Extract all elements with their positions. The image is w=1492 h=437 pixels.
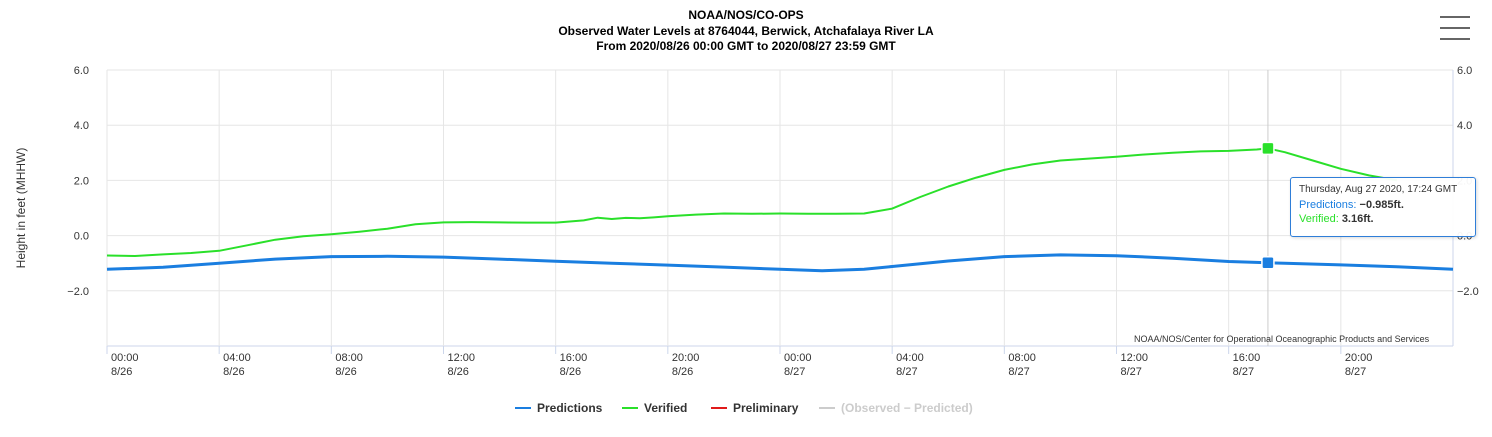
y-tick-label-right: 4.0 [1457,120,1472,132]
tooltip-predictions-row: Predictions: −0.985ft. [1299,198,1467,212]
y-axis-label: Height in feet (MHHW) [14,148,28,269]
hover-markers [1261,141,1275,270]
legend-swatch-difference [819,407,835,409]
x-tick-date: 8/27 [896,366,917,378]
x-tick-date: 8/26 [111,366,132,378]
y-tick-labels-left: 6.0 4.0 2.0 0.0 −2.0 [67,65,89,298]
tooltip-verified-label: Verified: [1299,213,1339,225]
x-tick-time: 04:00 [896,352,924,364]
x-grid [106,70,1454,354]
x-tick-date: 8/27 [1008,366,1029,378]
x-tick-time: 12:00 [448,352,476,364]
y-tick-label: −2.0 [67,286,89,298]
x-tick-time: 08:00 [335,352,363,364]
x-tick-date: 8/26 [335,366,356,378]
chart-legend: Predictions Verified Preliminary (Observ… [0,399,1492,417]
hover-marker-predictions [1261,256,1275,270]
hamburger-menu-icon[interactable] [1440,16,1470,44]
series-line-verified [106,147,1398,257]
x-tick-date: 8/26 [223,366,244,378]
chart-agency: NOAA/NOS/CO-OPS [688,8,804,22]
series-lines [106,147,1454,273]
x-tick-date: 8/27 [1121,366,1142,378]
legend-label-predictions: Predictions [537,401,603,415]
legend-item-difference[interactable]: (Observed − Predicted) [819,399,973,417]
legend-swatch-verified [622,407,638,409]
legend-swatch-predictions [515,407,531,409]
legend-item-verified[interactable]: Verified [622,399,687,417]
tooltip-verified-value: 3.16ft. [1341,213,1374,225]
x-tick-time: 08:00 [1008,352,1036,364]
x-tick-date: 8/27 [1345,366,1366,378]
legend-label-verified: Verified [644,401,688,415]
legend-label-preliminary: Preliminary [733,401,799,415]
legend-label-difference: (Observed − Predicted) [841,401,973,415]
x-tick-date: 8/27 [784,366,805,378]
chart-credit: NOAA/NOS/Center for Operational Oceanogr… [1134,334,1430,344]
y-tick-label-right: −2.0 [1457,286,1479,298]
y-tick-label: 0.0 [74,231,89,243]
x-tick-time: 12:00 [1121,352,1149,364]
legend-item-predictions[interactable]: Predictions [515,399,602,417]
x-tick-time: 16:00 [560,352,588,364]
x-tick-time: 16:00 [1233,352,1261,364]
tooltip-verified-row: Verified: 3.16ft. [1299,212,1467,226]
x-tick-date: 8/26 [672,366,693,378]
legend-swatch-preliminary [711,407,727,409]
x-tick-date: 8/27 [1233,366,1254,378]
x-tick-time: 00:00 [784,352,812,364]
x-tick-time: 20:00 [1345,352,1373,364]
x-tick-time: 04:00 [223,352,251,364]
y-tick-label: 4.0 [74,120,89,132]
x-tick-date: 8/26 [560,366,581,378]
hover-marker-verified [1261,141,1275,156]
y-tick-label: 2.0 [74,175,89,187]
tooltip-date: Thursday, Aug 27 2020, 17:24 GMT [1299,184,1458,195]
y-tick-label: 6.0 [74,65,89,77]
x-tick-labels: 00:00 8/26 04:00 8/26 08:00 8/26 12:00 8/26 16:0… [111,352,1372,378]
tooltip-predictions-value: −0.985ft. [1359,199,1404,211]
chart-date-range: From 2020/08/26 00:00 GMT to 2020/08/27 … [596,39,896,53]
series-line-predictions [106,253,1454,273]
legend-item-preliminary[interactable]: Preliminary [711,399,798,417]
x-tick-date: 8/26 [448,366,469,378]
y-tick-label-right: 6.0 [1457,65,1472,77]
x-tick-time: 20:00 [672,352,700,364]
hover-tooltip: Thursday, Aug 27 2020, 17:24 GMT Predict… [1290,177,1476,237]
x-tick-time: 00:00 [111,352,139,364]
tooltip-predictions-label: Predictions: [1299,199,1357,211]
chart-station: Observed Water Levels at 8764044, Berwic… [558,24,934,38]
